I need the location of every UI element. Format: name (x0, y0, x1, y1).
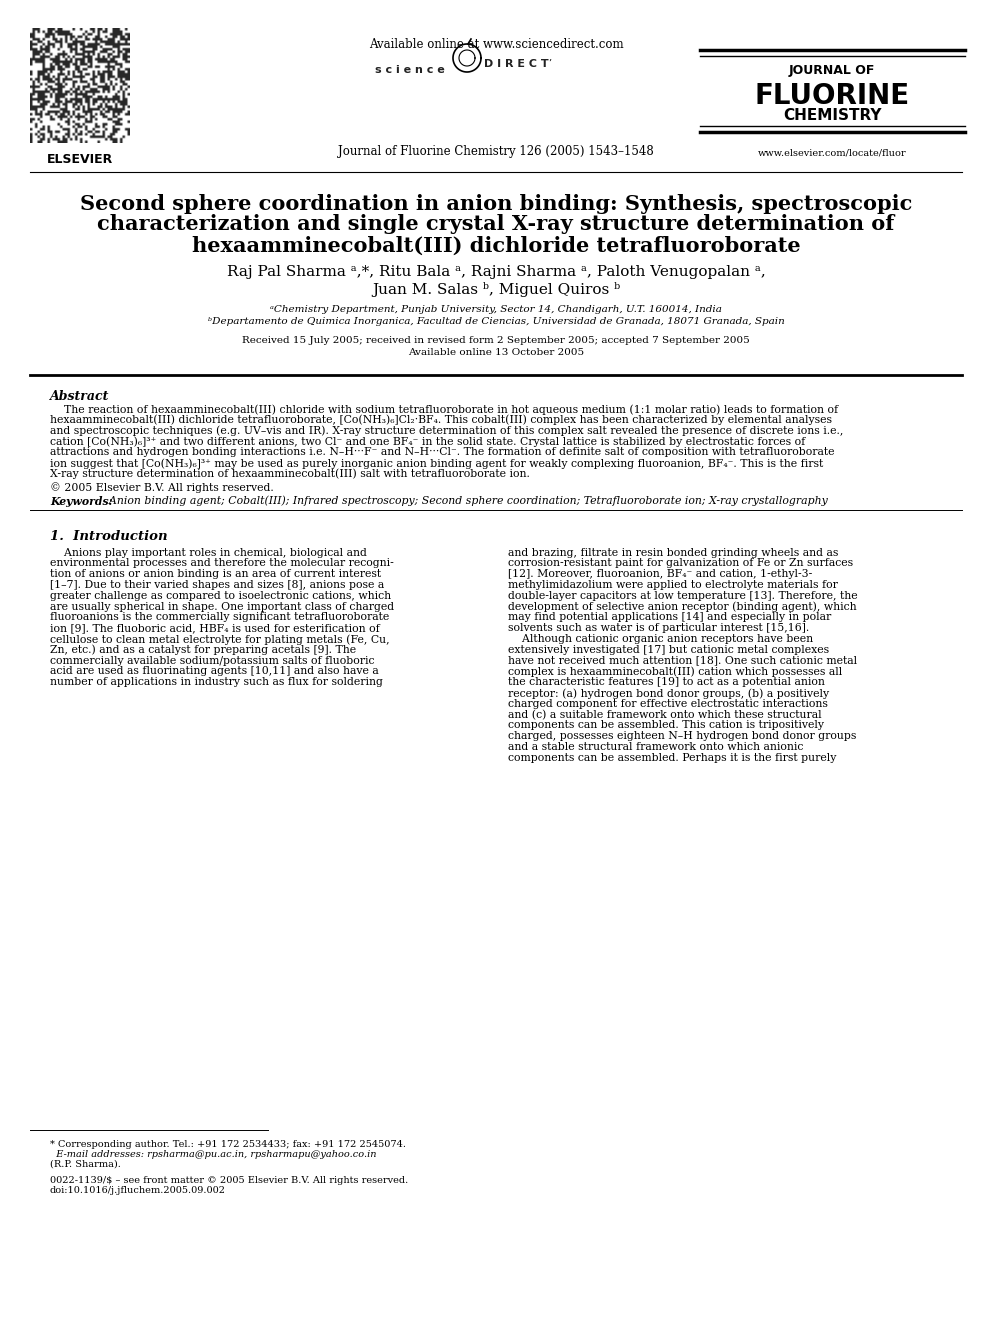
Text: components can be assembled. This cation is tripositively: components can be assembled. This cation… (508, 721, 824, 730)
Text: number of applications in industry such as flux for soldering: number of applications in industry such … (50, 677, 383, 687)
Text: doi:10.1016/j.jfluchem.2005.09.002: doi:10.1016/j.jfluchem.2005.09.002 (50, 1185, 226, 1195)
Text: hexaamminecobalt(III) dichloride tetrafluoroborate: hexaamminecobalt(III) dichloride tetrafl… (191, 235, 801, 255)
Text: characterization and single crystal X-ray structure determination of: characterization and single crystal X-ra… (97, 214, 895, 234)
Text: cation [Co(NH₃)₆]³⁺ and two different anions, two Cl⁻ and one BF₄⁻ in the solid : cation [Co(NH₃)₆]³⁺ and two different an… (50, 437, 806, 447)
Text: The reaction of hexaamminecobalt(III) chloride with sodium tetrafluoroborate in : The reaction of hexaamminecobalt(III) ch… (50, 404, 838, 414)
Text: Zn, etc.) and as a catalyst for preparing acetals [9]. The: Zn, etc.) and as a catalyst for preparin… (50, 644, 356, 655)
Text: charged, possesses eighteen N–H hydrogen bond donor groups: charged, possesses eighteen N–H hydrogen… (508, 732, 856, 741)
Text: Abstract: Abstract (50, 390, 109, 404)
Text: development of selective anion receptor (binding agent), which: development of selective anion receptor … (508, 602, 857, 613)
Text: and spectroscopic techniques (e.g. UV–vis and IR). X-ray structure determination: and spectroscopic techniques (e.g. UV–vi… (50, 426, 843, 437)
Text: [12]. Moreover, fluoroanion, BF₄⁻ and cation, 1-ethyl-3-: [12]. Moreover, fluoroanion, BF₄⁻ and ca… (508, 569, 812, 579)
Text: [1–7]. Due to their varied shapes and sizes [8], anions pose a: [1–7]. Due to their varied shapes and si… (50, 579, 384, 590)
Text: FLUORINE: FLUORINE (755, 82, 910, 110)
Text: cellulose to clean metal electrolyte for plating metals (Fe, Cu,: cellulose to clean metal electrolyte for… (50, 634, 390, 644)
Text: © 2005 Elsevier B.V. All rights reserved.: © 2005 Elsevier B.V. All rights reserved… (50, 483, 274, 493)
Text: may find potential applications [14] and especially in polar: may find potential applications [14] and… (508, 613, 831, 622)
Text: Journal of Fluorine Chemistry 126 (2005) 1543–1548: Journal of Fluorine Chemistry 126 (2005)… (338, 146, 654, 157)
Text: Juan M. Salas ᵇ, Miguel Quiros ᵇ: Juan M. Salas ᵇ, Miguel Quiros ᵇ (372, 282, 620, 296)
Text: extensively investigated [17] but cationic metal complexes: extensively investigated [17] but cation… (508, 644, 829, 655)
Text: solvents such as water is of particular interest [15,16].: solvents such as water is of particular … (508, 623, 809, 634)
Text: commercially available sodium/potassium salts of fluoboric: commercially available sodium/potassium … (50, 656, 375, 665)
Text: components can be assembled. Perhaps it is the first purely: components can be assembled. Perhaps it … (508, 753, 836, 763)
Text: ion [9]. The fluoboric acid, HBF₄ is used for esterification of: ion [9]. The fluoboric acid, HBF₄ is use… (50, 623, 380, 634)
Text: Received 15 July 2005; received in revised form 2 September 2005; accepted 7 Sep: Received 15 July 2005; received in revis… (242, 336, 750, 345)
Text: attractions and hydrogen bonding interactions i.e. N–H···F⁻ and N–H···Cl⁻. The f: attractions and hydrogen bonding interac… (50, 447, 834, 458)
Text: ᵇDepartamento de Quimica Inorganica, Facultad de Ciencias, Universidad de Granad: ᵇDepartamento de Quimica Inorganica, Fac… (207, 318, 785, 325)
Text: ion suggest that [Co(NH₃)₆]³⁺ may be used as purely inorganic anion binding agen: ion suggest that [Co(NH₃)₆]³⁺ may be use… (50, 458, 823, 468)
Text: fluoroanions is the commercially significant tetrafluoroborate: fluoroanions is the commercially signifi… (50, 613, 389, 622)
Text: acid are used as fluorinating agents [10,11] and also have a: acid are used as fluorinating agents [10… (50, 667, 379, 676)
Text: charged component for effective electrostatic interactions: charged component for effective electros… (508, 699, 828, 709)
Text: methylimidazolium were applied to electrolyte materials for: methylimidazolium were applied to electr… (508, 579, 838, 590)
Text: Although cationic organic anion receptors have been: Although cationic organic anion receptor… (508, 634, 813, 644)
Text: and a stable structural framework onto which anionic: and a stable structural framework onto w… (508, 742, 804, 751)
Text: environmental processes and therefore the molecular recogni-: environmental processes and therefore th… (50, 558, 394, 569)
Text: Keywords:: Keywords: (50, 496, 113, 507)
Text: 0022-1139/$ – see front matter © 2005 Elsevier B.V. All rights reserved.: 0022-1139/$ – see front matter © 2005 El… (50, 1176, 409, 1185)
Text: corrosion-resistant paint for galvanization of Fe or Zn surfaces: corrosion-resistant paint for galvanizat… (508, 558, 853, 569)
Text: D I R E C T: D I R E C T (484, 60, 549, 69)
Text: ELSEVIER: ELSEVIER (47, 153, 113, 165)
Text: the characteristic features [19] to act as a potential anion: the characteristic features [19] to act … (508, 677, 825, 687)
Text: have not received much attention [18]. One such cationic metal: have not received much attention [18]. O… (508, 656, 857, 665)
Text: tion of anions or anion binding is an area of current interest: tion of anions or anion binding is an ar… (50, 569, 381, 579)
Text: and brazing, filtrate in resin bonded grinding wheels and as: and brazing, filtrate in resin bonded gr… (508, 548, 838, 557)
Text: greater challenge as compared to isoelectronic cations, which: greater challenge as compared to isoelec… (50, 591, 391, 601)
Text: ᵃChemistry Department, Punjab University, Sector 14, Chandigarh, U.T. 160014, In: ᵃChemistry Department, Punjab University… (270, 306, 722, 314)
Text: and (c) a suitable framework onto which these structural: and (c) a suitable framework onto which … (508, 709, 821, 720)
Text: JOURNAL OF: JOURNAL OF (789, 64, 875, 77)
Text: (R.P. Sharma).: (R.P. Sharma). (50, 1160, 121, 1170)
Text: receptor: (a) hydrogen bond donor groups, (b) a positively: receptor: (a) hydrogen bond donor groups… (508, 688, 829, 699)
Text: Available online at www.sciencedirect.com: Available online at www.sciencedirect.co… (369, 38, 623, 52)
Text: ’: ’ (548, 60, 551, 67)
Text: Anion binding agent; Cobalt(III); Infrared spectroscopy; Second sphere coordinat: Anion binding agent; Cobalt(III); Infrar… (102, 496, 827, 507)
Text: www.elsevier.com/locate/fluor: www.elsevier.com/locate/fluor (758, 148, 907, 157)
Text: s c i e n c e: s c i e n c e (375, 65, 444, 75)
Text: Available online 13 October 2005: Available online 13 October 2005 (408, 348, 584, 357)
Text: 1.  Introduction: 1. Introduction (50, 529, 168, 542)
Text: CHEMISTRY: CHEMISTRY (783, 108, 881, 123)
Text: are usually spherical in shape. One important class of charged: are usually spherical in shape. One impo… (50, 602, 394, 611)
Text: Anions play important roles in chemical, biological and: Anions play important roles in chemical,… (50, 548, 367, 557)
Text: hexaamminecobalt(III) dichloride tetrafluoroborate, [Co(NH₃)₆]Cl₂·BF₄. This coba: hexaamminecobalt(III) dichloride tetrafl… (50, 415, 832, 426)
Text: X-ray structure determination of hexaamminecobalt(III) salt with tetrafluorobora: X-ray structure determination of hexaamm… (50, 468, 530, 479)
Text: Second sphere coordination in anion binding: Synthesis, spectroscopic: Second sphere coordination in anion bind… (79, 194, 913, 214)
Text: E-mail addresses: rpsharma@pu.ac.in, rpsharmapu@yahoo.co.in: E-mail addresses: rpsharma@pu.ac.in, rps… (50, 1150, 377, 1159)
Text: double-layer capacitors at low temperature [13]. Therefore, the: double-layer capacitors at low temperatu… (508, 591, 858, 601)
Text: * Corresponding author. Tel.: +91 172 2534433; fax: +91 172 2545074.: * Corresponding author. Tel.: +91 172 25… (50, 1140, 406, 1148)
Text: Raj Pal Sharma ᵃ,*, Ritu Bala ᵃ, Rajni Sharma ᵃ, Paloth Venugopalan ᵃ,: Raj Pal Sharma ᵃ,*, Ritu Bala ᵃ, Rajni S… (226, 265, 766, 279)
Text: complex is hexaamminecobalt(III) cation which possesses all: complex is hexaamminecobalt(III) cation … (508, 667, 842, 677)
